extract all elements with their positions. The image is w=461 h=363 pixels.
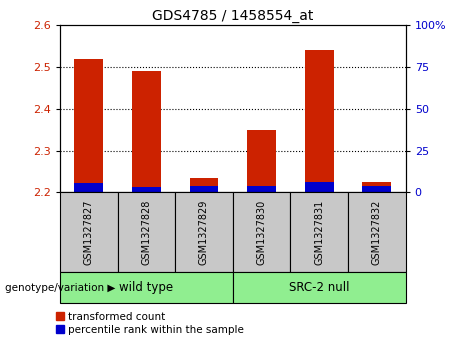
- Text: GSM1327832: GSM1327832: [372, 200, 382, 265]
- Text: GSM1327831: GSM1327831: [314, 200, 324, 265]
- Text: GSM1327829: GSM1327829: [199, 200, 209, 265]
- Bar: [60, 272, 233, 303]
- Bar: [132, 71, 161, 192]
- Bar: [189, 186, 219, 192]
- Bar: [305, 50, 334, 192]
- Bar: [305, 182, 334, 192]
- Bar: [118, 192, 175, 272]
- Bar: [175, 192, 233, 272]
- Bar: [247, 186, 276, 192]
- Title: GDS4785 / 1458554_at: GDS4785 / 1458554_at: [152, 9, 313, 23]
- Text: GSM1327830: GSM1327830: [257, 200, 266, 265]
- Bar: [60, 192, 118, 272]
- Bar: [247, 130, 276, 192]
- Bar: [348, 192, 406, 272]
- Bar: [74, 183, 103, 192]
- Text: SRC-2 null: SRC-2 null: [289, 281, 349, 294]
- Bar: [233, 272, 406, 303]
- Bar: [233, 192, 290, 272]
- Legend: transformed count, percentile rank within the sample: transformed count, percentile rank withi…: [56, 312, 244, 335]
- Text: genotype/variation ▶: genotype/variation ▶: [5, 283, 115, 293]
- Bar: [362, 182, 391, 192]
- Text: GSM1327827: GSM1327827: [84, 200, 94, 265]
- Bar: [290, 192, 348, 272]
- Text: GSM1327828: GSM1327828: [142, 200, 151, 265]
- Text: wild type: wild type: [119, 281, 173, 294]
- Bar: [74, 59, 103, 192]
- Bar: [189, 178, 219, 192]
- Bar: [132, 187, 161, 192]
- Bar: [362, 186, 391, 192]
